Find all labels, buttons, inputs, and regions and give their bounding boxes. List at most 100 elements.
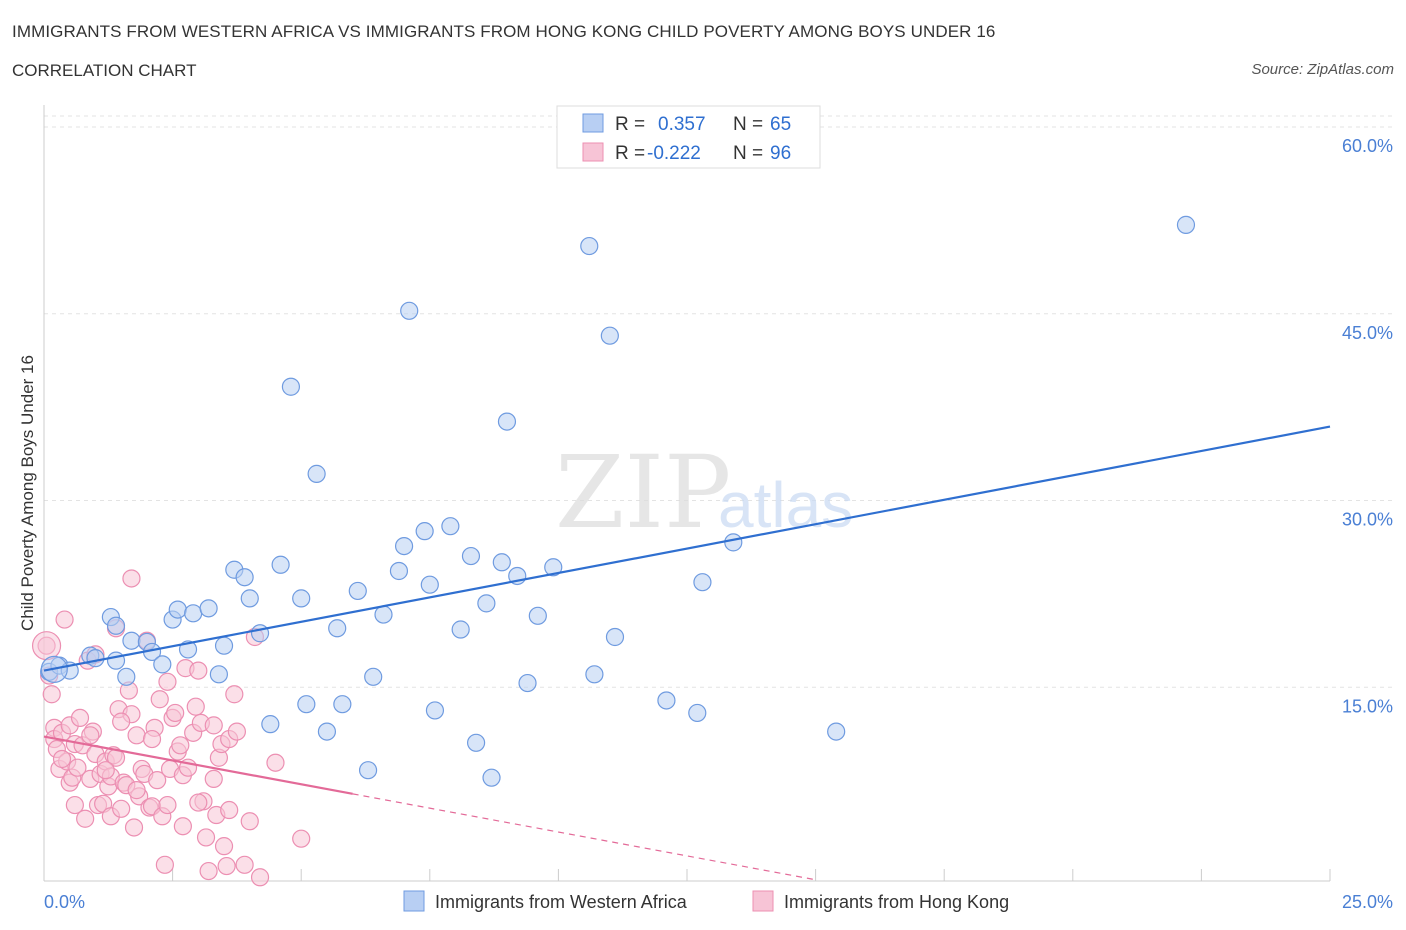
y-tick-labels: 15.0% 30.0% 45.0% 60.0%	[1342, 136, 1393, 716]
hong-kong-point-73	[214, 837, 234, 856]
legend-swatch-western-africa	[582, 113, 604, 133]
western-africa-point-45	[461, 546, 481, 566]
hong-kong-point-40	[124, 818, 144, 837]
western-africa-point-44	[451, 620, 470, 639]
hong-kong-point-82	[266, 753, 285, 772]
hong-kong-point-88	[112, 712, 131, 731]
hong-kong-point-78	[235, 855, 254, 874]
western-africa-point-64	[1176, 215, 1196, 234]
x-tick-label-max: 25.0%	[1342, 892, 1393, 912]
western-africa-point-8	[117, 667, 136, 686]
hong-kong-point-34	[112, 799, 131, 818]
y-tick-label-30: 30.0%	[1342, 510, 1393, 530]
legend-n-label-1: N =	[733, 114, 763, 135]
watermark-zip: ZIP	[555, 434, 731, 551]
western-africa-point-22	[240, 589, 259, 608]
western-africa-point-48	[482, 768, 501, 787]
hong-kong-point-95	[220, 800, 239, 820]
hong-kong-point-87	[96, 761, 115, 780]
x-tick-marks	[43, 869, 1331, 881]
western-africa-point-41	[420, 575, 439, 594]
trend-line-hong-kong	[43, 735, 353, 795]
western-africa-point-31	[328, 619, 347, 638]
western-africa-point-29	[307, 464, 326, 483]
bottom-legend-label-western-africa: Immigrants from Western Africa	[435, 892, 688, 912]
western-africa-point-4	[86, 649, 105, 668]
hong-kong-point-41	[127, 726, 146, 745]
hong-kong-point-17	[76, 809, 95, 828]
western-africa-point-60	[688, 703, 707, 723]
western-africa-point-49	[492, 553, 511, 572]
bottom-legend-swatch-hong-kong	[752, 890, 774, 912]
western-africa-point-32	[333, 695, 352, 714]
western-africa-point-40	[415, 522, 434, 541]
hong-kong-point-8	[55, 610, 74, 629]
western-africa-point-25	[271, 555, 290, 574]
hong-kong-point-83	[292, 829, 311, 848]
legend-r-value-1: 0.357	[658, 114, 706, 135]
western-africa-point-43	[441, 517, 460, 536]
legend-swatch-hong-kong	[582, 142, 604, 162]
hong-kong-point-50	[150, 690, 169, 709]
western-africa-point-14	[168, 600, 187, 619]
legend-n-value-2: 96	[770, 143, 791, 164]
hong-kong-point-86	[81, 726, 100, 745]
western-africa-point-30	[317, 722, 337, 741]
western-africa-point-19	[214, 636, 234, 655]
western-africa-point-47	[477, 594, 496, 613]
trend-lines	[43, 425, 1331, 881]
western-africa-point-9	[122, 631, 141, 650]
chart-title: IMMIGRANTS FROM WESTERN AFRICA VS IMMIGR…	[12, 22, 996, 41]
western-africa-point-42	[425, 701, 445, 720]
stats-legend: R = 0.357 N = 65 R = -0.222 N = 96	[556, 105, 821, 169]
hong-kong-point-85	[65, 795, 84, 815]
y-tick-label-45: 45.0%	[1342, 323, 1393, 343]
hong-kong-point-93	[189, 793, 208, 812]
hong-kong-point-49	[148, 771, 167, 790]
western-africa-point-23	[250, 624, 270, 643]
hong-kong-point-69	[204, 716, 223, 735]
hong-kong-point-large	[31, 631, 62, 661]
series-legend: Immigrants from Western Africa Immigrant…	[403, 890, 1009, 912]
hong-kong-point-68	[199, 861, 218, 881]
western-africa-point-54	[544, 558, 563, 577]
western-africa-point-28	[297, 695, 316, 714]
bottom-legend-label-hong-kong: Immigrants from Hong Kong	[784, 892, 1009, 912]
hong-kong-point-39	[122, 569, 141, 588]
y-tick-label-60: 60.0%	[1342, 136, 1393, 156]
western-africa-point-59	[657, 691, 676, 710]
western-africa-point-38	[394, 536, 414, 556]
legend-r-value-2: -0.222	[647, 143, 701, 164]
hong-kong-point-14	[68, 758, 87, 777]
western-africa-point-33	[348, 581, 367, 601]
hong-kong-point-52	[155, 855, 174, 874]
hong-kong-point-76	[225, 685, 244, 704]
hong-kong-point-91	[158, 672, 177, 691]
hong-kong-point-2	[42, 685, 61, 704]
legend-r-label-1: R =	[615, 114, 645, 135]
western-africa-point-36	[374, 605, 393, 624]
bottom-legend-swatch-western-africa	[403, 890, 425, 912]
trend-line-hong-kong-extension	[352, 793, 816, 881]
hong-kong-point-89	[127, 781, 146, 800]
x-tick-label-min: 0.0%	[44, 892, 85, 912]
hong-kong-point-94	[204, 769, 223, 789]
western-africa-point-50	[497, 412, 517, 431]
hong-kong-point-84	[52, 749, 72, 769]
hong-kong-point-53	[158, 795, 177, 815]
western-africa-point-55	[580, 236, 599, 256]
hong-kong-point-92	[173, 817, 192, 836]
hong-kong-point-58	[171, 736, 190, 755]
western-africa-point-26	[281, 377, 301, 396]
hong-kong-point-63	[186, 697, 205, 716]
western-africa-point-58	[605, 627, 625, 647]
y-tick-label-15: 15.0%	[1342, 696, 1393, 716]
hong-kong-point-90	[142, 729, 162, 749]
western-africa-point-24	[261, 715, 280, 734]
western-africa-point-61	[693, 573, 712, 592]
western-africa-point-34	[358, 761, 378, 780]
western-africa-point-27	[292, 589, 311, 608]
hong-kong-point-79	[240, 812, 259, 831]
hong-kong-point-67	[196, 828, 216, 847]
